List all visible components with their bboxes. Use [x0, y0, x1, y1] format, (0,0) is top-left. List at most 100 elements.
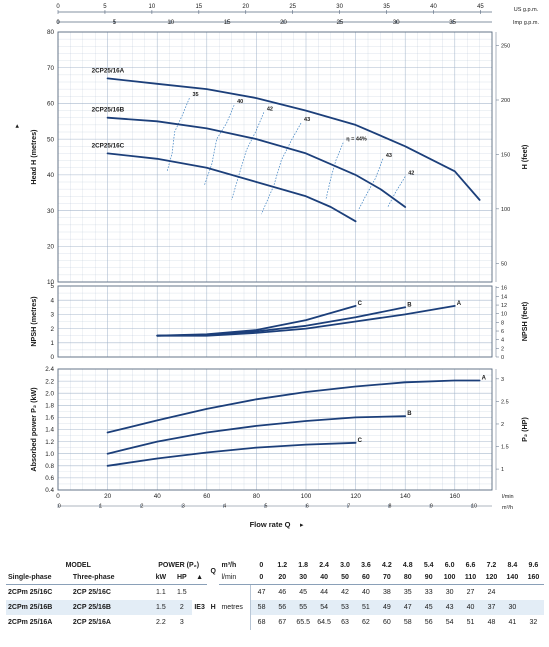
- us-tick-label: 25: [289, 4, 296, 10]
- head-cell: 45: [292, 584, 314, 600]
- head-right-tick-label: 200: [501, 98, 510, 104]
- q-m3h-cell: 6.6: [465, 562, 476, 569]
- power-hp: 1.5: [171, 584, 193, 600]
- head-cell: 48: [481, 615, 502, 630]
- us-tick-label: 30: [336, 4, 343, 10]
- q-lmin-cell: 40: [313, 572, 335, 585]
- npsh-ytick-label: 3: [50, 312, 54, 319]
- head-ytick-label: 70: [47, 65, 55, 72]
- head-cell: 56: [271, 600, 293, 615]
- power-ytick-label: 1.0: [45, 451, 54, 458]
- us-tick-label: 20: [242, 4, 249, 10]
- efficiency-label: 43: [304, 117, 310, 123]
- us-tick-label: 10: [149, 4, 156, 10]
- x-tick-m3h: 3: [182, 504, 185, 510]
- q-lmin-cell: 80: [397, 572, 419, 585]
- q-lmin-cell: 0: [250, 572, 272, 585]
- imp-tick-label: 5: [113, 20, 117, 26]
- x-tick-lmin: 0: [56, 493, 60, 500]
- q-lmin-cell: 30: [292, 572, 314, 585]
- head-cell: 38: [376, 584, 398, 600]
- head-cell: 46: [271, 584, 293, 600]
- x-tick-m3h: 10: [471, 504, 477, 510]
- table-header-row-1: MODEL POWER (P₂) Q m³/h 0 1.2 1.8 2.4 3.…: [6, 560, 544, 575]
- npsh-right-tick-label: 0: [501, 355, 504, 361]
- x-tick-m3h: 6: [306, 504, 309, 510]
- x-tick-lmin: 20: [104, 493, 112, 500]
- col-hp: HP: [171, 572, 193, 585]
- q-m3h-cell: 8.4: [507, 562, 518, 569]
- power-curve-c: [106, 441, 357, 467]
- efficiency-line: [387, 176, 406, 208]
- q-m3h-cell: 5.4: [423, 562, 434, 569]
- q-lmin-cell: 160: [522, 572, 544, 585]
- us-tick-label: 35: [383, 4, 390, 10]
- performance-table: MODEL POWER (P₂) Q m³/h 0 1.2 1.8 2.4 3.…: [6, 560, 544, 630]
- head-cell: 37: [481, 600, 502, 615]
- us-tick-label: 0: [56, 4, 60, 10]
- head-cell: 24: [481, 584, 502, 600]
- npsh-frame: [57, 285, 493, 358]
- y-axis-arrow-icon: ▸: [14, 124, 21, 128]
- q-lmin-cell: 100: [439, 572, 461, 585]
- head-cell: 60: [376, 615, 398, 630]
- power-curve-label: B: [407, 411, 412, 417]
- power-kw: 1.5: [150, 600, 172, 615]
- head-ytick-label: 20: [47, 243, 55, 250]
- efficiency-line: [166, 97, 190, 172]
- q-m3h-cell: 3.0: [340, 562, 350, 569]
- x-axis-title: Flow rate Q: [250, 520, 291, 529]
- head-cell: 47: [397, 600, 419, 615]
- npsh-right-tick-label: 2: [501, 346, 504, 352]
- x-tick-m3h: 5: [265, 504, 268, 510]
- head-curve-2cp25-16a: [106, 77, 481, 201]
- q-m3h-cell: 3.6: [361, 562, 371, 569]
- power-right-tick-label: 2.5: [501, 399, 509, 405]
- efficiency-label: 42: [408, 171, 414, 177]
- npsh-ytick-label: 0: [50, 354, 54, 361]
- npsh-right-tick-label: 4: [501, 338, 504, 344]
- q-lmin-cell: 50: [334, 572, 356, 585]
- q-m3h-cell: 2.4: [319, 562, 329, 569]
- q-m3h-cell: 6.0: [444, 562, 455, 569]
- power-curve-a: [106, 379, 481, 434]
- x-tick-m3h: 7: [347, 504, 350, 510]
- q-m3h-cell: 7.2: [486, 562, 497, 569]
- head-right-tick-label: 150: [501, 152, 510, 158]
- col-three-phase: Three-phase: [70, 572, 151, 585]
- q-m3h-cell: 1.8: [298, 562, 309, 569]
- npsh-ylabel-right: NPSH (feet): [520, 301, 529, 341]
- table-row: 2CPm 25/16B 2CP 25/16B 1.5 2 58 56 55 54…: [6, 600, 544, 615]
- ie-triangle-icon: ▲: [192, 572, 207, 585]
- head-right-tick-label: 100: [501, 207, 510, 213]
- power-ytick-label: 2.0: [45, 390, 54, 397]
- npsh-right-tick-label: 8: [501, 320, 504, 326]
- power-curve-b: [106, 415, 407, 455]
- power-ytick-label: 1.2: [45, 439, 54, 446]
- x-tick-m3h: 1: [99, 504, 102, 510]
- three-phase-model: 2CP 25/16A: [70, 615, 151, 630]
- table-row: 2CPm 25/16A 2CP 25/16A 2.2 3 68 67 65.5 …: [6, 615, 544, 630]
- table-row: 2CPm 25/16C 2CP 25/16C 1.1 1.5 IE3 H met…: [6, 584, 544, 630]
- head-cell: 63: [334, 615, 356, 630]
- ie-class: IE3: [192, 584, 207, 630]
- head-curve-label: 2CP25/16A: [92, 67, 125, 74]
- power-ytick-label: 2.2: [45, 378, 54, 385]
- power-kw: 2.2: [150, 615, 172, 630]
- power-ytick-label: 1.6: [45, 415, 54, 422]
- npsh-curve-label: A: [457, 301, 462, 307]
- head-cell: 27: [460, 584, 481, 600]
- power-ylabel: Absorbed power P₂ (kW): [29, 387, 38, 472]
- head-ytick-label: 30: [47, 208, 55, 215]
- q-m3h-cell: 4.2: [381, 562, 392, 569]
- us-gpm-label: US g.p.m.: [514, 7, 539, 13]
- power-kw: 1.1: [150, 584, 172, 600]
- q-lmin-cell: 20: [271, 572, 293, 585]
- npsh-curve-label: B: [407, 302, 412, 308]
- head-cell: 30: [501, 600, 523, 615]
- x-tick-lmin: 80: [253, 493, 261, 500]
- head-cell: 42: [334, 584, 356, 600]
- x-lmin-unit: l/min: [502, 494, 514, 500]
- npsh-right-tick-label: 16: [501, 286, 507, 292]
- x-tick-m3h: 0: [58, 504, 61, 510]
